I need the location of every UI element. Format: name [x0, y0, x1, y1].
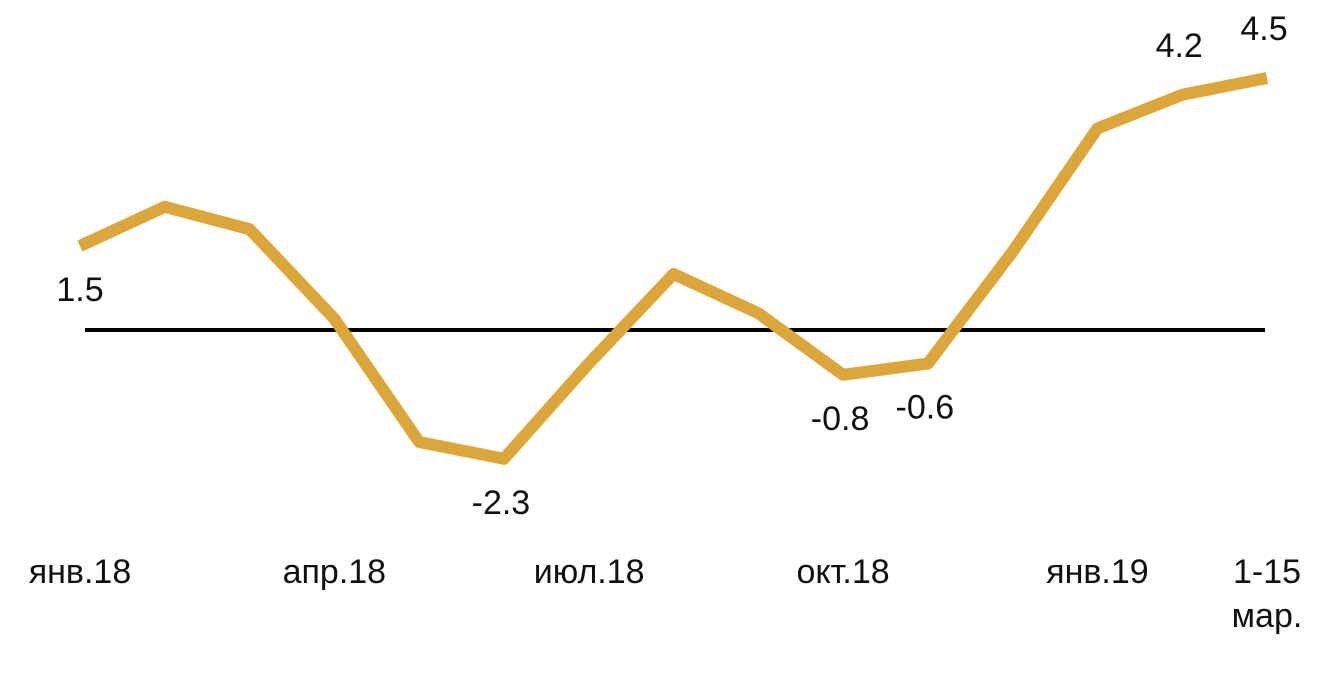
data-label: -2.3: [472, 484, 531, 522]
x-tick-label: июл.18: [533, 553, 645, 591]
x-tick-label: 1-15 мар.: [1231, 553, 1303, 635]
x-tick-label: апр.18: [282, 553, 387, 591]
data-label: 4.5: [1240, 10, 1287, 48]
x-tick-label: янв.19: [1046, 553, 1149, 591]
data-label: -0.6: [896, 389, 955, 427]
data-label: 1.5: [56, 271, 103, 309]
data-label: -0.8: [811, 400, 870, 438]
data-label: 4.2: [1156, 27, 1203, 65]
x-tick-label: янв.18: [28, 553, 132, 591]
x-tick-label: окт.18: [796, 553, 890, 591]
line-series: [77, 72, 1269, 465]
